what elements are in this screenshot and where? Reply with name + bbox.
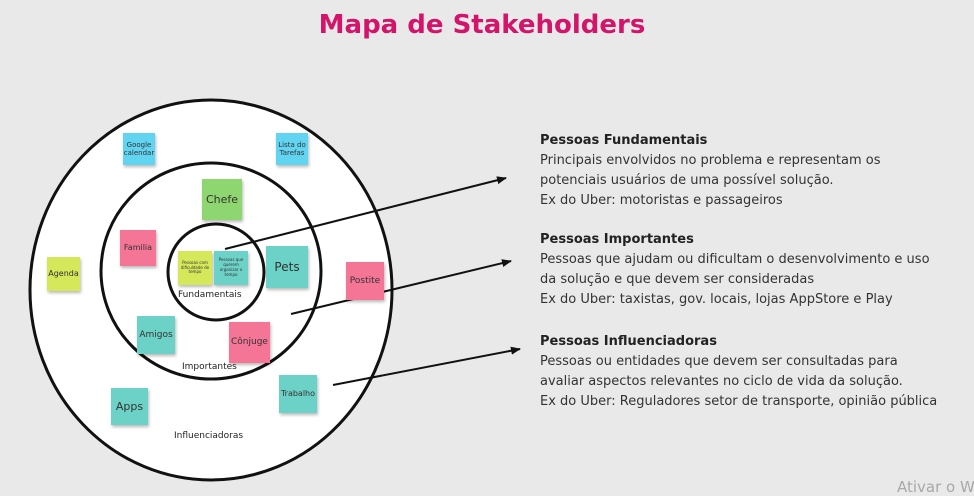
section-text-line: avaliar aspectos relevantes no ciclo de … [540, 374, 903, 389]
note-pets[interactable]: Pets [266, 246, 308, 288]
section-text-line: Pessoas ou entidades que devem ser consu… [540, 354, 898, 369]
note-conjuge[interactable]: Cônjuge [229, 322, 270, 363]
note-trabalho-label: Trabalho [280, 389, 316, 399]
arrow-fundamentais [224, 176, 507, 250]
activation-watermark: Ativar o W [897, 478, 974, 496]
note-familia[interactable]: Familia [120, 230, 156, 266]
section-text-line: Principais envolvidos no problema e repr… [540, 153, 881, 168]
arrow-importantes [290, 259, 512, 315]
note-apps[interactable]: Apps [111, 388, 148, 425]
note-pets-label: Pets [274, 259, 300, 274]
note-google-calendar-label: Google calendar [123, 140, 155, 157]
section-heading: Pessoas Fundamentais [540, 133, 708, 148]
section-text-line: Ex do Uber: Reguladores setor de transpo… [540, 394, 938, 409]
note-agenda[interactable]: Agenda [47, 257, 80, 291]
note-agenda-label: Agenda [48, 269, 79, 279]
section-importantes: Pessoas Importantes Pessoas que ajudam o… [540, 230, 960, 310]
section-text-line: da solução e que devem ser consideradas [540, 272, 815, 287]
section-heading: Pessoas Influenciadoras [540, 334, 717, 349]
ring-label-influenciadoras: Influenciadoras [174, 431, 244, 441]
note-lista-tarefas-label: Lista do Tarefas [278, 140, 306, 157]
section-text-line: Ex do Uber: taxistas, gov. locais, lojas… [540, 292, 893, 307]
section-text-line: potenciais usuários de uma possível solu… [540, 173, 834, 188]
note-pessoas-organizar[interactable]: Pessoas que querem organizar o tempo [214, 251, 248, 285]
note-chefe-label: Chefe [205, 192, 239, 206]
note-postite-label: Postite [349, 275, 381, 286]
note-postite[interactable]: Postite [346, 262, 384, 300]
note-pessoas-dificuldade-label: Pessoas com dificuldade de tempo [180, 259, 210, 275]
note-google-calendar[interactable]: Google calendar [123, 133, 155, 165]
note-pessoas-organizar-label: Pessoas que querem organizar o tempo [218, 257, 244, 277]
note-chefe[interactable]: Chefe [202, 179, 242, 220]
note-trabalho[interactable]: Trabalho [279, 375, 317, 413]
note-lista-tarefas[interactable]: Lista do Tarefas [276, 133, 308, 165]
note-pessoas-dificuldade[interactable]: Pessoas com dificuldade de tempo [178, 251, 212, 285]
ring-label-fundamentais: Fundamentais [178, 290, 242, 300]
section-text-line: Pessoas que ajudam ou dificultam o desen… [540, 252, 930, 267]
section-text-line: Ex do Uber: motoristas e passageiros [540, 193, 783, 208]
ring-label-importantes: Importantes [182, 362, 237, 372]
note-familia-label: Familia [123, 243, 153, 253]
note-conjuge-label: Cônjuge [231, 337, 268, 348]
note-amigos[interactable]: Amigos [137, 316, 175, 354]
section-heading: Pessoas Importantes [540, 232, 694, 247]
note-apps-label: Apps [115, 399, 144, 413]
note-amigos-label: Amigos [139, 329, 173, 340]
arrow-influenciadoras [332, 346, 521, 386]
page-title: Mapa de Stakeholders [318, 10, 646, 40]
section-fundamentais: Pessoas Fundamentais Principais envolvid… [540, 131, 960, 211]
section-influenciadoras: Pessoas Influenciadoras Pessoas ou entid… [540, 332, 960, 412]
